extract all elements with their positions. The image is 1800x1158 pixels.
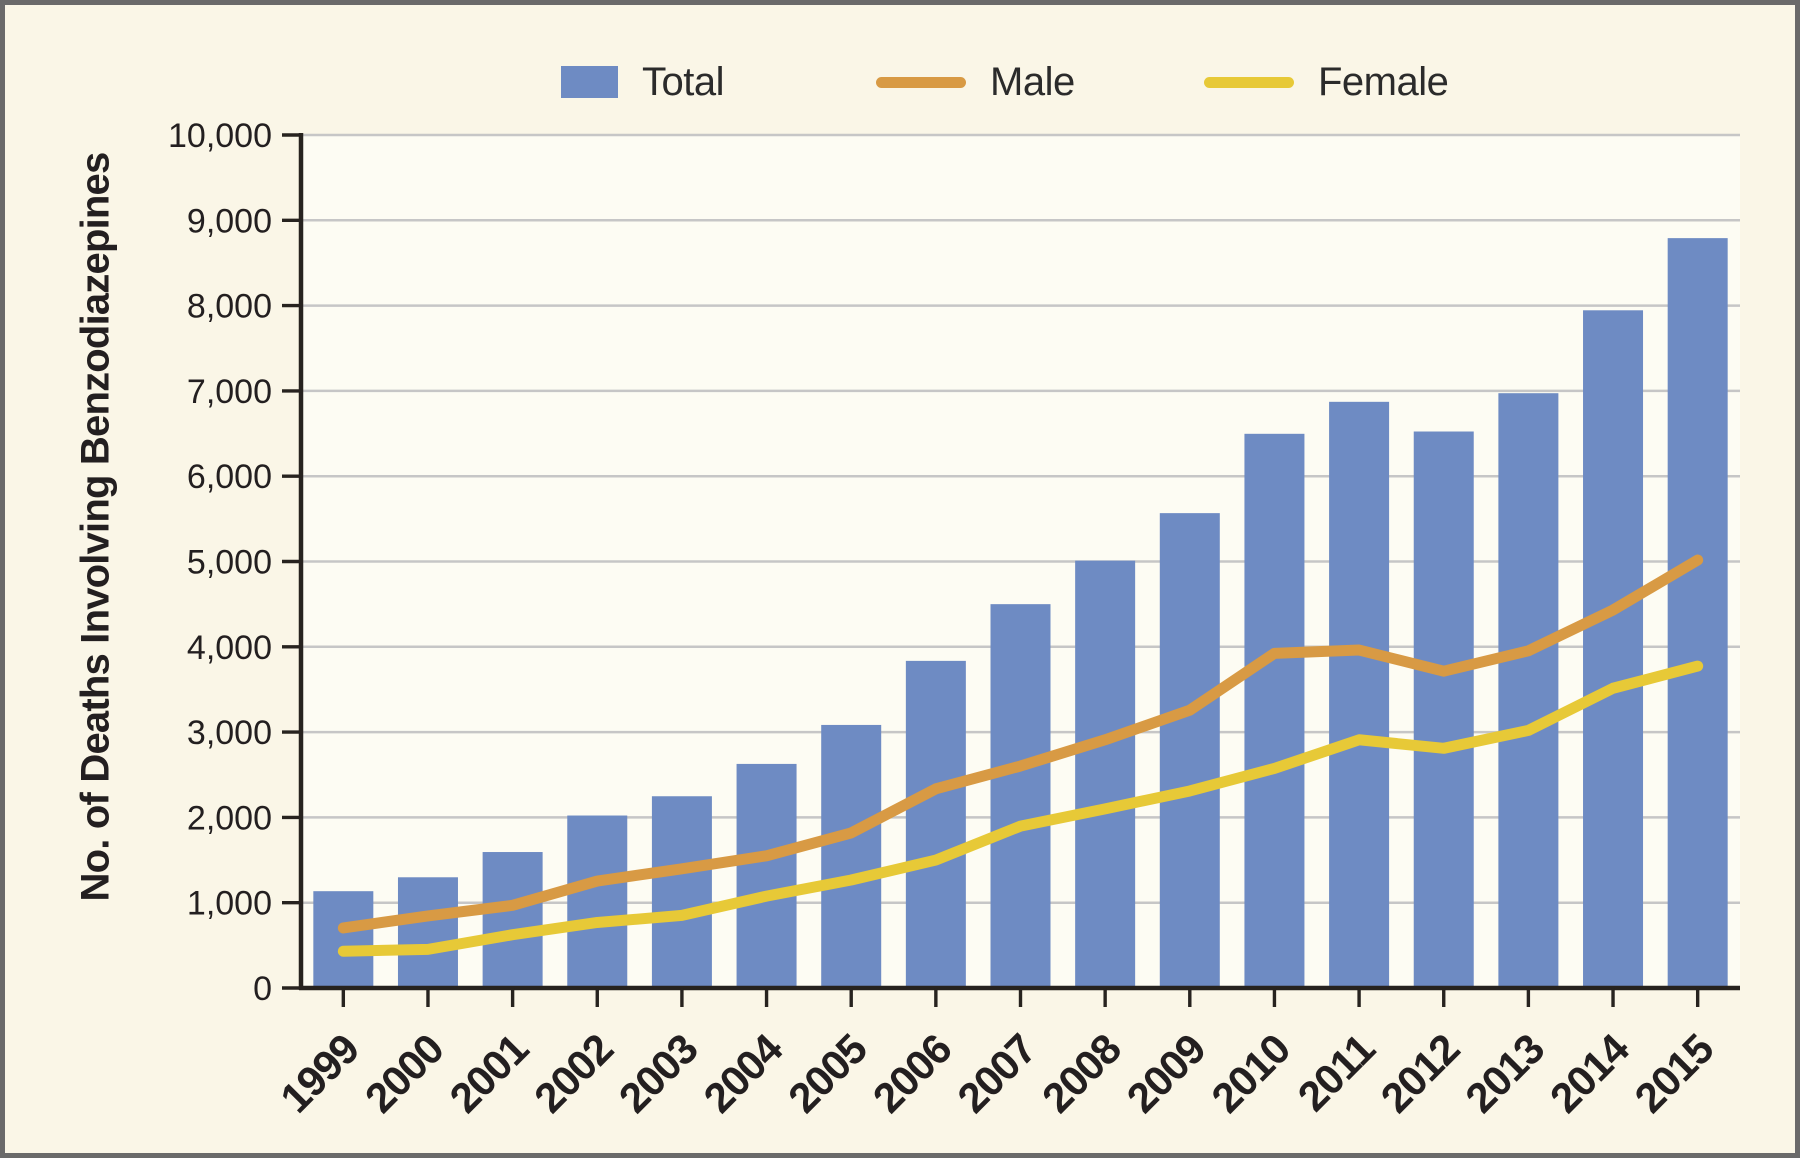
y-tick-label: 1,000	[187, 885, 272, 923]
bar-total-2007	[990, 604, 1051, 988]
y-tick-label: 9,000	[187, 202, 272, 240]
y-tick-label: 3,000	[187, 714, 272, 752]
x-tick-label: 2000	[356, 1025, 452, 1121]
legend-swatch-total	[561, 66, 618, 98]
legend-item-female: Female	[1204, 58, 1449, 106]
x-tick-label: 2013	[1456, 1025, 1552, 1121]
y-tick-label: 0	[253, 970, 272, 1008]
x-tick-label: 2014	[1541, 1024, 1639, 1122]
bar-total-2002	[567, 815, 628, 988]
x-tick-label: 2001	[441, 1025, 538, 1122]
x-tick-label: 2010	[1202, 1025, 1298, 1121]
bar-total-2005	[821, 724, 882, 988]
x-tick-label: 2005	[779, 1025, 876, 1122]
x-tick-label: 2009	[1118, 1025, 1214, 1121]
legend-swatch-male	[876, 76, 966, 88]
y-tick-label: 2,000	[187, 799, 272, 837]
y-tick-label: 8,000	[187, 288, 272, 326]
x-tick-label: 2003	[610, 1025, 706, 1121]
x-tick-label: 2015	[1626, 1025, 1723, 1122]
y-tick-label: 7,000	[187, 373, 272, 411]
y-tick-label: 6,000	[187, 458, 272, 496]
line-male	[337, 554, 1704, 934]
bar-total-2014	[1583, 310, 1644, 988]
legend-item-male: Male	[876, 58, 1075, 106]
legend-item-total: Total	[561, 58, 725, 106]
bar-total-2009	[1159, 513, 1220, 988]
legend-label-total: Total	[642, 60, 725, 104]
y-tick-label: 10,000	[168, 117, 272, 155]
x-tick-label: 2007	[948, 1025, 1044, 1121]
legend-label-male: Male	[990, 60, 1075, 104]
legend-swatch-female	[1204, 76, 1294, 88]
chart-legend: Total Male Female	[0, 58, 1800, 106]
x-tick-label: 1999	[271, 1025, 367, 1121]
bar-total-2015	[1667, 238, 1728, 989]
bar-total-2006	[905, 660, 966, 988]
bar-total-2011	[1329, 401, 1390, 989]
x-tick-label: 2002	[525, 1025, 621, 1121]
x-tick-label: 2012	[1372, 1025, 1468, 1121]
y-tick-label: 4,000	[187, 629, 272, 667]
bar-total-2013	[1498, 393, 1559, 988]
x-tick-label: 2008	[1033, 1025, 1130, 1122]
x-tick-label: 2011	[1289, 1025, 1384, 1120]
y-axis-title: No. of Deaths Involving Benzodiazepines	[73, 152, 118, 902]
y-tick-label: 5,000	[187, 544, 272, 582]
x-tick-label: 2004	[694, 1024, 792, 1122]
line-female	[337, 660, 1704, 957]
x-tick-label: 2006	[864, 1025, 960, 1121]
bar-total-2012	[1413, 431, 1474, 988]
bar-total-2001	[482, 852, 543, 988]
bar-total-1999	[313, 891, 374, 988]
bar-total-2010	[1244, 433, 1305, 988]
legend-label-female: Female	[1318, 60, 1449, 104]
bar-total-2008	[1075, 560, 1136, 988]
bar-total-2000	[397, 877, 458, 988]
bar-total-2004	[736, 763, 797, 988]
bar-total-2003	[651, 796, 712, 988]
